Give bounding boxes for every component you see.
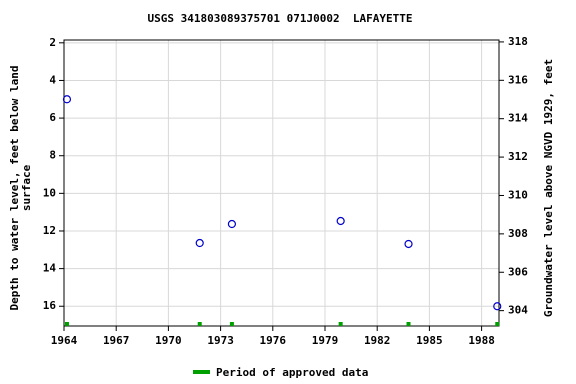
x-tick-label: 1985 xyxy=(416,334,443,347)
approved-period xyxy=(197,322,202,326)
y2-axis-label: Groundwater level above NGVD 1929, feet xyxy=(542,59,555,317)
y2-tick-label: 304 xyxy=(508,304,528,317)
y2-tick-label: 318 xyxy=(508,35,528,48)
plot-frame xyxy=(63,39,500,327)
y2-tick-label: 316 xyxy=(508,73,528,86)
data-point xyxy=(195,238,204,248)
y-tick-label: 8 xyxy=(49,149,56,162)
data-point xyxy=(227,219,237,229)
y-tick-label: 10 xyxy=(43,186,56,199)
x-tick-label: 1988 xyxy=(468,334,495,347)
x-tick-label: 1982 xyxy=(364,334,391,347)
x-tick-label: 1973 xyxy=(207,334,234,347)
data-point xyxy=(493,302,502,311)
approved-period xyxy=(64,322,69,326)
y2-tick-label: 312 xyxy=(508,150,528,163)
chart-title: USGS 341803089375701 071J0002 LAFAYETTE xyxy=(148,12,413,25)
y-axis-label: Depth to water level, feet below land xyxy=(8,65,21,310)
x-tick-label: 1970 xyxy=(155,334,182,347)
y-tick-label: 16 xyxy=(43,299,57,312)
y2-tick-label: 314 xyxy=(508,112,528,125)
approved-period xyxy=(229,322,234,326)
approved-period xyxy=(495,322,500,326)
y-tick-label: 2 xyxy=(49,36,56,49)
x-tick-label: 1967 xyxy=(103,334,130,347)
y-tick-label: 14 xyxy=(43,262,57,275)
y2-tick-label: 306 xyxy=(508,265,528,278)
x-tick-label: 1979 xyxy=(312,334,339,347)
data-point xyxy=(62,95,72,104)
y2-tick-label: 310 xyxy=(508,188,528,201)
y-tick-label: 4 xyxy=(49,73,56,86)
y-tick-label: 12 xyxy=(43,224,56,237)
approved-period xyxy=(406,322,411,326)
legend-label: Period of approved data xyxy=(216,366,368,379)
y-axis-label: surface xyxy=(20,164,33,211)
approved-period xyxy=(338,322,343,326)
x-tick-label: 1976 xyxy=(260,334,287,347)
data-point xyxy=(336,216,345,226)
data-point xyxy=(404,239,413,249)
x-tick-label: 1964 xyxy=(51,334,78,347)
y2-tick-label: 308 xyxy=(508,227,528,240)
y-tick-label: 6 xyxy=(49,111,56,124)
